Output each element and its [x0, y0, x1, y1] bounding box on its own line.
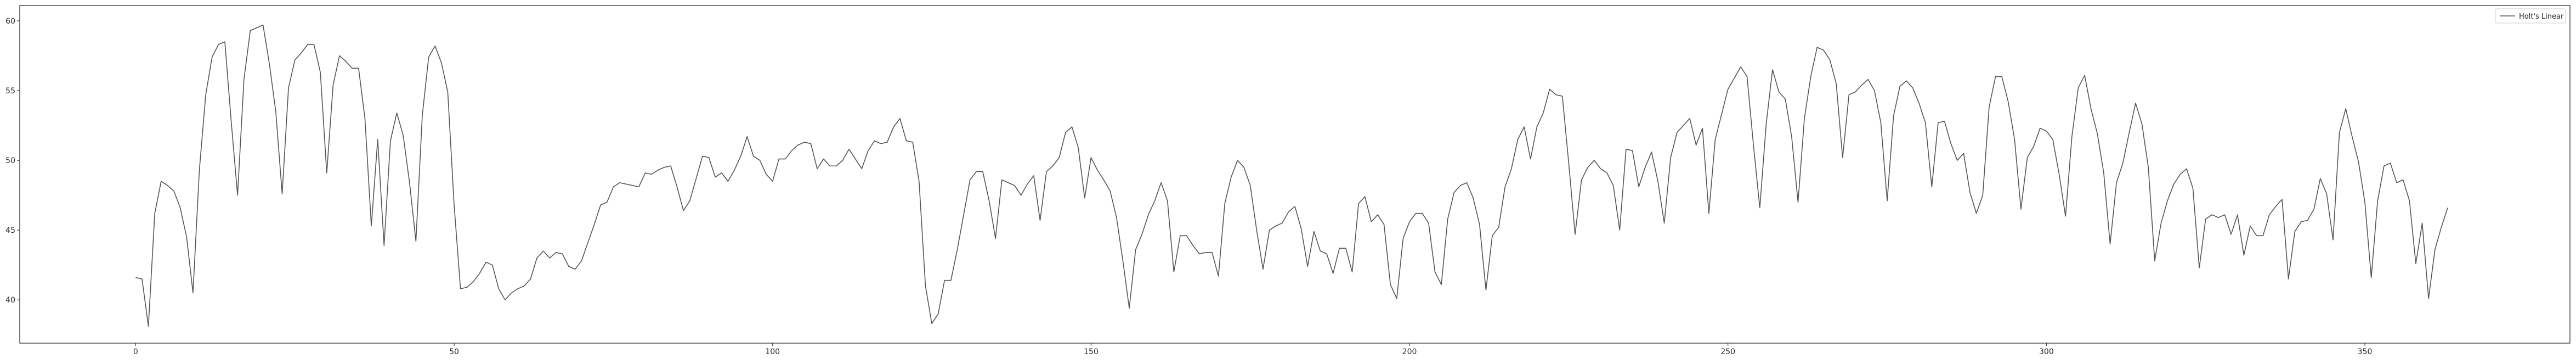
y-tick-label: 45: [5, 226, 15, 235]
x-tick-label: 100: [765, 348, 780, 356]
x-tick-label: 0: [133, 348, 138, 356]
x-tick-label: 150: [1084, 348, 1099, 356]
axes-frame: [19, 5, 2571, 344]
plot-area: [20, 5, 2570, 343]
x-tick-label: 300: [2039, 348, 2054, 356]
series-line-0: [135, 24, 2448, 327]
x-tick-label: 350: [2358, 348, 2373, 356]
x-tick-label: 250: [1720, 348, 1735, 356]
x-tick-label: 200: [1402, 348, 1417, 356]
legend-box: [2495, 8, 2566, 24]
y-tick-label: 60: [5, 17, 15, 26]
x-tick-label: 50: [449, 348, 459, 356]
legend-label: Holt's Linear: [2519, 13, 2564, 21]
y-tick-label: 55: [5, 87, 15, 96]
y-tick-label: 40: [5, 296, 15, 305]
y-tick-label: 50: [5, 156, 15, 165]
